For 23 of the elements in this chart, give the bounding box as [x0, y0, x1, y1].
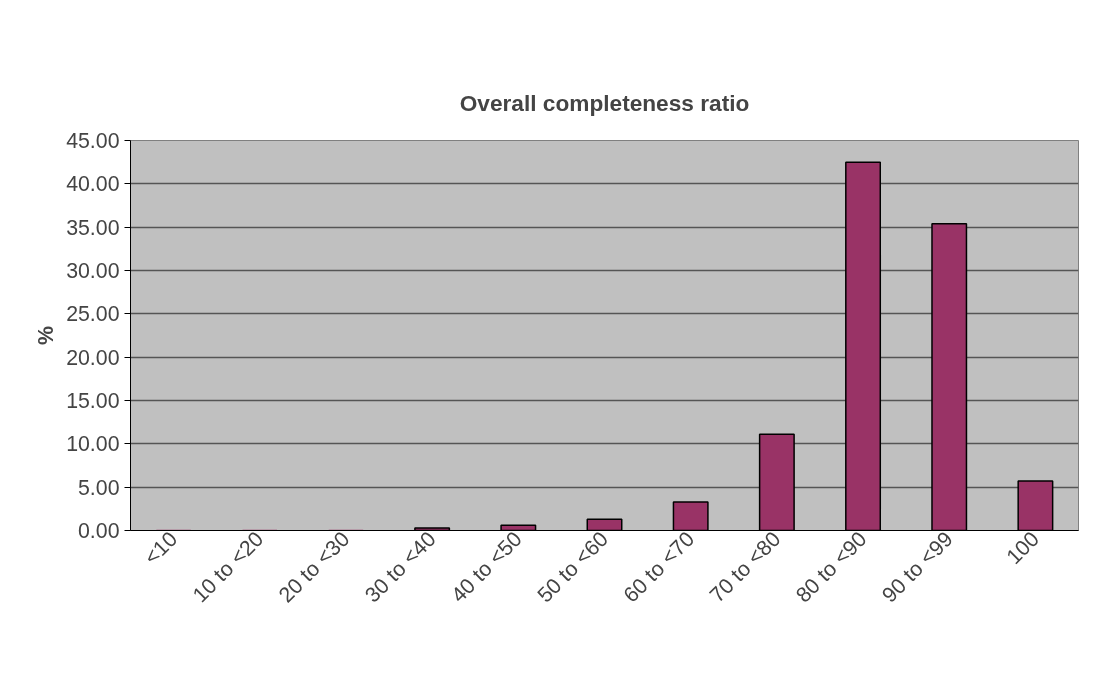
- x-tick-label: 90 to <99: [877, 527, 958, 608]
- x-tick-label: 60 to <70: [618, 526, 700, 608]
- x-tick-label: 10 to <20: [187, 526, 269, 608]
- y-tick-label: 15.00: [66, 389, 120, 413]
- x-tick-label: 20 to <30: [274, 526, 355, 608]
- y-tick-label: 35.00: [66, 215, 120, 240]
- x-tick-label: 40 to <50: [446, 526, 527, 608]
- y-axis-title: %: [34, 325, 59, 345]
- y-tick-label: 10.00: [66, 432, 120, 457]
- y-tick-label: 0.00: [77, 519, 120, 543]
- x-tick-label: 80 to <90: [791, 526, 872, 608]
- y-tick-label: 30.00: [66, 259, 120, 283]
- x-tick-label: 50 to <60: [532, 526, 614, 608]
- y-tick-label: 5.00: [77, 475, 120, 500]
- y-tick-label: 40.00: [66, 172, 120, 197]
- y-tick-label: 25.00: [66, 302, 120, 327]
- x-tick-label: 100: [1001, 526, 1044, 570]
- x-tick-label: 70 to <80: [705, 526, 786, 608]
- x-tick-label: <10: [139, 526, 183, 570]
- chart-title: Overall completeness ratio: [459, 89, 750, 116]
- x-tick-label: 30 to <40: [360, 526, 441, 608]
- y-tick-label: 20.00: [66, 345, 120, 370]
- y-tick-label: 45.00: [66, 129, 120, 153]
